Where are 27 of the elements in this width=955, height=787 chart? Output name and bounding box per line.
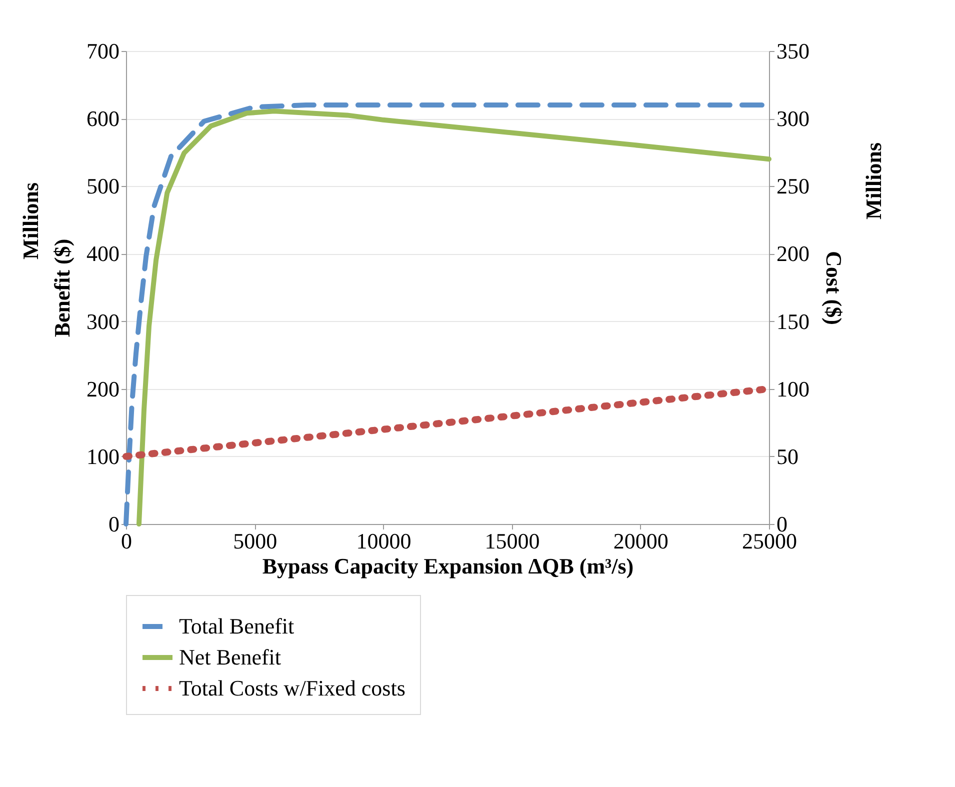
y-tick-label: 0 [108,512,120,536]
y-tick-label: 600 [86,106,120,132]
legend-label: Net Benefit [179,644,282,670]
y2-tick-label: 50 [776,444,798,469]
y-tick-label: 400 [86,241,120,266]
x-tick-label: 20000 [613,528,668,554]
y2-tick-label: 150 [776,308,810,334]
y2-tick-label: 250 [776,174,810,199]
x-tick-label: 5000 [233,528,278,554]
x-axis-title: Bypass Capacity Expansion ΔQB (m³/s) [262,554,634,578]
legend-label: Total Benefit [179,614,294,638]
y-tick-label: 100 [86,444,120,469]
y2-tick-label: 350 [776,38,810,64]
y-tick-label: 500 [86,174,120,199]
legend-label: Total Costs w/Fixed costs [179,676,406,700]
y-tick-label: 300 [86,308,120,334]
y2-tick-label: 300 [776,106,810,132]
y2-axis-title: Cost ($) [822,251,846,325]
text: Millions [18,182,43,260]
x-tick-label: 15000 [484,528,540,554]
y-tick-label: 200 [86,376,120,402]
y-tick-label: 700 [86,38,120,64]
x-tick-label: 10000 [356,528,412,554]
y-axis-title: Benefit ($) [50,238,74,338]
y2-tick-label: 200 [776,241,810,266]
y2-tick-label: 100 [776,376,810,402]
text: Millions [861,142,886,220]
